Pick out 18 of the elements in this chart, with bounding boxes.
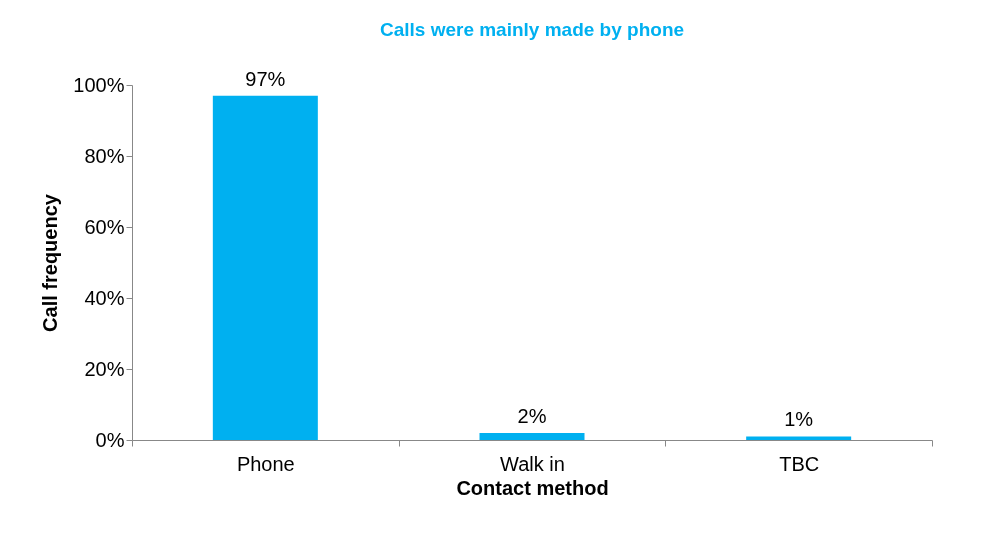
bar (479, 432, 585, 440)
y-tick-label: 40% (84, 286, 125, 309)
data-label: 97% (245, 67, 286, 90)
x-tick-label: Phone (236, 452, 295, 475)
data-label: 1% (784, 408, 814, 431)
y-tick-label: 60% (84, 215, 125, 238)
x-axis-title: Contact method (456, 476, 609, 499)
y-tick-label: 80% (84, 144, 125, 167)
y-tick-label: 0% (95, 428, 125, 451)
bar (746, 436, 852, 440)
y-axis-title: Call frequency (39, 193, 62, 332)
data-label: 2% (517, 404, 547, 427)
y-tick-label: 100% (73, 73, 125, 96)
x-tick-label: Walk in (500, 452, 565, 475)
chart-title: Calls were mainly made by phone (379, 18, 685, 40)
y-tick-label: 20% (84, 357, 125, 380)
x-tick-label: TBC (779, 452, 820, 475)
bar (212, 95, 318, 440)
